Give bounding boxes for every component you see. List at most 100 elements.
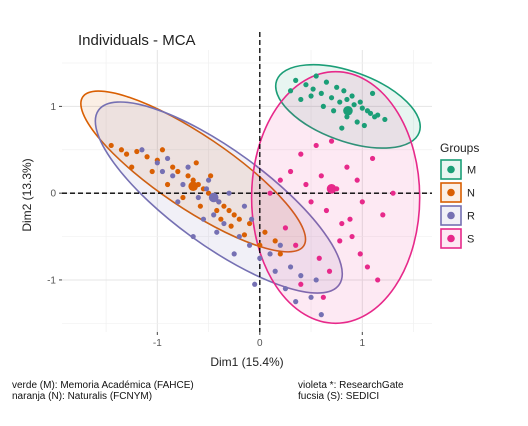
y-axis-label: Dim2 (13.3%) <box>20 158 34 231</box>
point-s <box>313 142 319 149</box>
legend-dot-s <box>447 234 455 243</box>
point-r <box>277 242 283 248</box>
legend-dot-n <box>447 188 455 197</box>
point-r <box>203 186 210 192</box>
point-n <box>205 190 212 196</box>
point-r <box>214 229 220 235</box>
point-n <box>190 177 196 183</box>
point-m <box>331 108 337 114</box>
point-n <box>214 207 220 214</box>
point-n <box>149 168 155 175</box>
x-tick-label: 0 <box>257 338 263 349</box>
legend-label-n: N <box>467 188 475 200</box>
point-r <box>231 251 237 257</box>
point-m <box>308 93 314 99</box>
point-n <box>180 194 186 201</box>
point-n <box>246 220 253 227</box>
point-m <box>341 88 347 94</box>
point-s <box>308 199 314 205</box>
point-m <box>313 73 319 79</box>
point-s <box>344 164 350 170</box>
point-n <box>231 212 237 218</box>
ellipse-s <box>250 70 421 325</box>
axis-ticks: -1 0 1 -1 0 1 <box>47 102 365 349</box>
point-m <box>310 86 316 92</box>
point-n <box>221 203 227 209</box>
point-r <box>318 312 324 318</box>
panel-background <box>62 50 432 332</box>
point-n <box>262 229 268 235</box>
point-s <box>267 190 273 196</box>
point-m <box>337 99 343 105</box>
point-r <box>205 177 212 183</box>
point-r <box>211 212 217 218</box>
point-r <box>267 251 273 257</box>
centroid-r <box>208 192 219 203</box>
point-m <box>361 122 367 129</box>
point-s <box>364 264 371 270</box>
point-r <box>200 216 207 222</box>
point-r <box>282 286 289 292</box>
point-n <box>118 147 125 153</box>
point-s <box>326 268 333 274</box>
point-n <box>257 242 263 248</box>
point-r <box>308 294 314 300</box>
point-r <box>236 233 242 240</box>
point-r <box>298 273 304 279</box>
y-tick-label: -1 <box>47 275 56 286</box>
point-m <box>334 84 340 90</box>
point-r <box>195 194 201 201</box>
point-s <box>339 220 345 227</box>
y-tick-label: 0 <box>50 189 56 200</box>
point-s <box>298 281 304 287</box>
point-n <box>123 151 130 157</box>
point-s <box>320 294 326 300</box>
point-m <box>303 82 309 88</box>
point-m <box>351 102 357 108</box>
point-s <box>293 242 299 248</box>
point-r <box>226 190 232 196</box>
point-n <box>108 142 114 149</box>
point-n <box>159 147 166 153</box>
point-m <box>320 103 326 109</box>
point-m <box>369 90 376 96</box>
point-n <box>164 181 171 188</box>
point-r <box>159 168 166 175</box>
point-s <box>349 233 355 240</box>
point-n <box>218 216 224 222</box>
point-s <box>318 173 324 179</box>
point-r <box>241 203 248 209</box>
point-r <box>246 242 253 248</box>
centroid-s <box>326 184 337 194</box>
point-s <box>287 168 294 175</box>
point-s <box>359 199 365 205</box>
point-r <box>257 255 263 261</box>
point-n <box>277 251 283 257</box>
point-s <box>298 151 304 157</box>
point-s <box>282 225 289 231</box>
point-r <box>185 164 191 170</box>
point-m <box>287 88 294 94</box>
centroid-n <box>188 181 198 192</box>
point-r <box>190 233 196 240</box>
point-s <box>369 155 376 162</box>
point-s <box>380 212 386 218</box>
point-m <box>323 79 330 85</box>
point-r <box>221 220 227 227</box>
point-m <box>318 90 324 96</box>
point-m <box>344 96 350 103</box>
point-n <box>185 173 191 179</box>
point-m <box>357 99 363 105</box>
x-axis-label: Dim1 (15.4%) <box>210 355 283 369</box>
point-s <box>328 138 335 144</box>
reference-lines <box>62 32 432 332</box>
point-s <box>337 238 343 244</box>
point-m <box>359 105 365 111</box>
point-r <box>313 277 319 283</box>
point-r <box>293 299 299 305</box>
caption-right-line-2: fucsia (S): SEDICI <box>298 391 380 402</box>
group-centroids <box>188 105 353 203</box>
point-n <box>193 160 199 166</box>
caption-left-line-1: verde (M): Memoria Académica (FAHCE) <box>12 380 194 391</box>
